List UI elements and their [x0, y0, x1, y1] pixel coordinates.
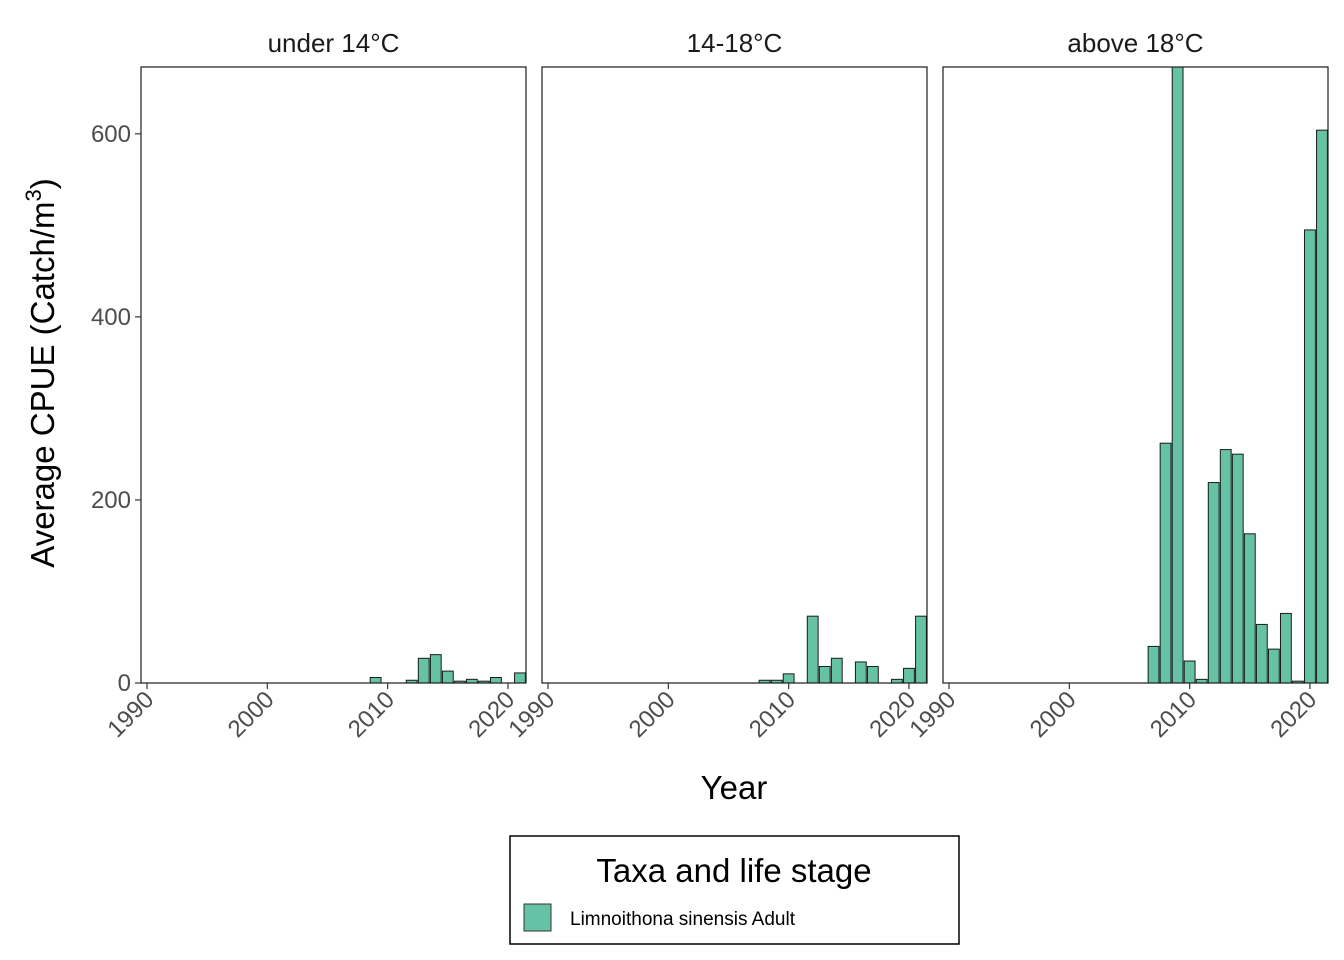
x-tick-label: 2010: [343, 686, 400, 743]
legend-key-swatch: [523, 903, 552, 932]
bar: [903, 667, 915, 684]
bar: [1183, 660, 1196, 684]
x-tick-label: 1990: [503, 686, 560, 743]
y-axis-title-text: Average CPUE (Catch/m: [24, 202, 61, 568]
bar: [1304, 229, 1316, 684]
y-tick-label: 600: [91, 121, 131, 148]
y-axis-title-close: ): [24, 178, 61, 189]
bar: [1207, 482, 1220, 684]
bar: [782, 673, 795, 684]
bar: [830, 657, 843, 684]
legend: Taxa and life stage Limnoithona sinensis…: [509, 835, 960, 945]
legend-title: Taxa and life stage: [596, 852, 871, 889]
panel-border: [140, 66, 527, 684]
bar: [1159, 442, 1172, 684]
x-axis-title: Year: [701, 769, 768, 806]
bar: [1279, 612, 1292, 684]
bar: [1147, 645, 1160, 684]
facet-panel: above 18°C 1990 2000 2010 2020: [904, 28, 1329, 743]
y-tick-label: 400: [91, 304, 131, 331]
bar: [417, 657, 430, 684]
bar: [514, 672, 526, 684]
bar: [866, 666, 879, 684]
bar: [1219, 449, 1232, 684]
x-tick-label: 1990: [904, 686, 961, 743]
panel-border: [942, 66, 1329, 684]
facet-strip-label: above 18°C: [1067, 28, 1203, 58]
bar: [369, 677, 382, 684]
x-tick-label: 2020: [1265, 686, 1322, 743]
y-tick-label: 0: [118, 670, 131, 697]
bar: [490, 677, 502, 684]
facet-strip-label: 14-18°C: [687, 28, 783, 58]
bar: [1243, 533, 1256, 684]
bar: [1255, 623, 1268, 684]
bar: [1171, 66, 1184, 684]
x-tick-label: 2010: [744, 686, 801, 743]
x-tick-label: 2000: [223, 686, 280, 743]
legend-entry-label: Limnoithona sinensis Adult: [570, 909, 796, 930]
panel-border: [541, 66, 928, 684]
bar: [1231, 453, 1244, 684]
legend-box: [509, 835, 960, 945]
x-tick-label: 2000: [624, 686, 681, 743]
bar: [429, 654, 442, 684]
bar: [806, 615, 819, 684]
y-axis-title-superscript: 3: [21, 189, 46, 201]
bar: [1316, 129, 1328, 684]
facet-panels: under 14°C 1990 2000 2010 2020 14-18°C 1990 200…: [102, 28, 1329, 743]
bar: [1267, 648, 1280, 684]
x-tick-label: 2000: [1025, 686, 1082, 743]
bar: [915, 615, 927, 684]
bar: [818, 666, 831, 684]
y-axis: 0 200 400 600: [91, 121, 141, 697]
y-axis-title: Average CPUE (Catch/m3): [21, 178, 61, 567]
x-tick-label: 2010: [1145, 686, 1202, 743]
bar: [441, 670, 454, 684]
facet-strip-label: under 14°C: [268, 28, 400, 58]
y-tick-label: 200: [91, 487, 131, 514]
bar: [854, 661, 867, 684]
